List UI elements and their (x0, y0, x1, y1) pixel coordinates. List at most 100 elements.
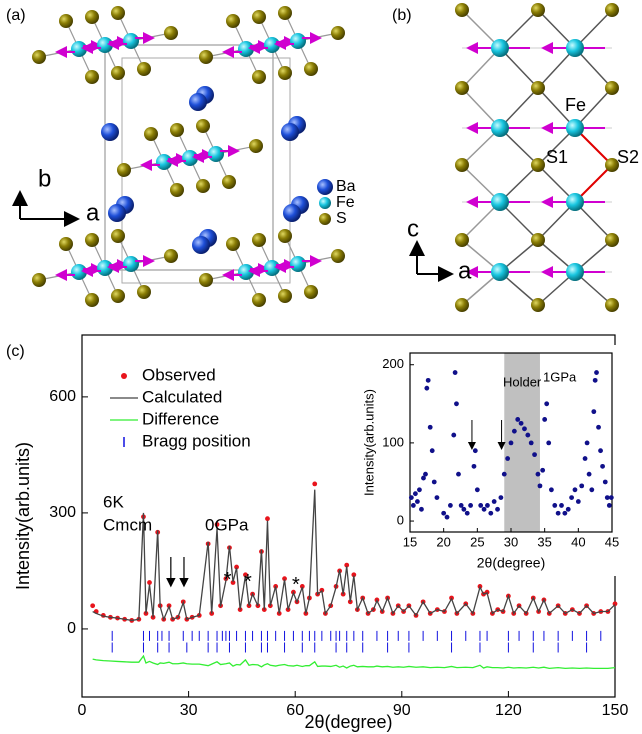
data-point (421, 475, 426, 481)
data-point (594, 370, 599, 375)
data-point (602, 479, 608, 485)
s-atom (252, 233, 266, 247)
s-atom (252, 293, 266, 307)
s-atom (59, 14, 73, 28)
data-point (592, 377, 598, 383)
data-point (243, 572, 248, 578)
x-tick-label: 20 (436, 534, 450, 549)
x-tick-label: 0 (78, 702, 87, 719)
data-point (589, 487, 595, 493)
data-point (511, 428, 517, 434)
data-point (604, 495, 610, 501)
axis-label: c (407, 215, 419, 242)
data-point (431, 479, 437, 485)
s-atom (170, 123, 184, 137)
annotation: 1GPa (543, 369, 577, 384)
s-atom (85, 233, 99, 247)
asterisk: * (292, 574, 300, 596)
data-point (417, 487, 422, 493)
s-atom (199, 273, 213, 287)
fe-s-bond (461, 87, 501, 129)
data-point (464, 510, 470, 516)
s-atom (226, 237, 240, 251)
data-point (434, 495, 440, 501)
data-point (591, 409, 597, 415)
data-point (515, 417, 521, 422)
data-point (478, 503, 484, 508)
data-point (488, 510, 494, 516)
data-point (282, 576, 287, 582)
annotation: 0GPa (205, 515, 249, 534)
data-point (451, 432, 457, 438)
legend-label: Calculated (142, 387, 222, 406)
s-atom (111, 6, 125, 20)
fe-s-bond (574, 47, 613, 89)
annotation: Cmcm (103, 515, 152, 534)
x-tick-label: 35 (537, 534, 551, 549)
fe-atom (566, 193, 584, 211)
legend-label: Difference (142, 409, 219, 428)
atom-label: S2 (617, 147, 639, 167)
data-point (468, 503, 473, 508)
data-point (299, 583, 305, 589)
fe-atom (566, 119, 584, 137)
data-point (461, 506, 467, 512)
x-axis-label: 2θ(degree) (477, 555, 546, 571)
fe-atom (290, 256, 306, 272)
s-atom (111, 289, 125, 303)
x-tick-label: 60 (286, 702, 304, 719)
s-atom (455, 233, 469, 247)
s-atom (196, 179, 210, 193)
s-atom (605, 81, 619, 95)
span-label: Holder (503, 374, 542, 389)
data-point (598, 448, 603, 454)
s-atom (32, 50, 46, 64)
data-point (522, 426, 527, 432)
legend-atom (319, 213, 331, 225)
s-atom (111, 66, 125, 80)
data-point (579, 483, 585, 489)
y-tick-label: 200 (382, 356, 404, 371)
y-tick-label: 0 (397, 512, 404, 527)
fe-atom (123, 33, 139, 49)
panel-label: (a) (6, 7, 26, 24)
s-atom (531, 298, 545, 312)
data-point (441, 510, 447, 516)
s-atom (278, 66, 292, 80)
data-point (544, 401, 550, 407)
s-atom (85, 10, 99, 24)
data-point (495, 506, 500, 512)
data-point (532, 452, 537, 458)
s-atom (85, 70, 99, 84)
data-point (425, 377, 431, 383)
fe-atom (290, 33, 306, 49)
data-point (472, 448, 478, 454)
axis-label: a (86, 199, 100, 226)
cell-edge (104, 44, 274, 271)
fe-s-bond (499, 47, 539, 89)
s-atom (196, 119, 210, 133)
x-tick-label: 90 (393, 702, 411, 719)
fe-atom (123, 256, 139, 272)
s-atom (455, 298, 469, 312)
data-point (569, 495, 574, 501)
x-tick-label: 150 (602, 702, 629, 719)
data-point (427, 424, 433, 430)
series-line (92, 654, 616, 670)
y-tick-label: 100 (382, 434, 404, 449)
s-atom (455, 81, 469, 95)
data-point (586, 471, 592, 477)
s-atom (111, 229, 125, 243)
s-atom (605, 158, 619, 172)
data-point (312, 481, 318, 487)
s-atom (252, 10, 266, 24)
data-point (555, 510, 561, 516)
data-point (572, 487, 578, 493)
x-tick-label: 45 (605, 534, 619, 549)
ba-atom (192, 236, 210, 254)
diffraction-chart: 0 30 60 90 120 15003006002θ(degree)Intensity(… (13, 334, 629, 732)
fe-atom (491, 39, 509, 57)
data-point (444, 514, 450, 520)
legend-label: Fe (336, 194, 355, 211)
